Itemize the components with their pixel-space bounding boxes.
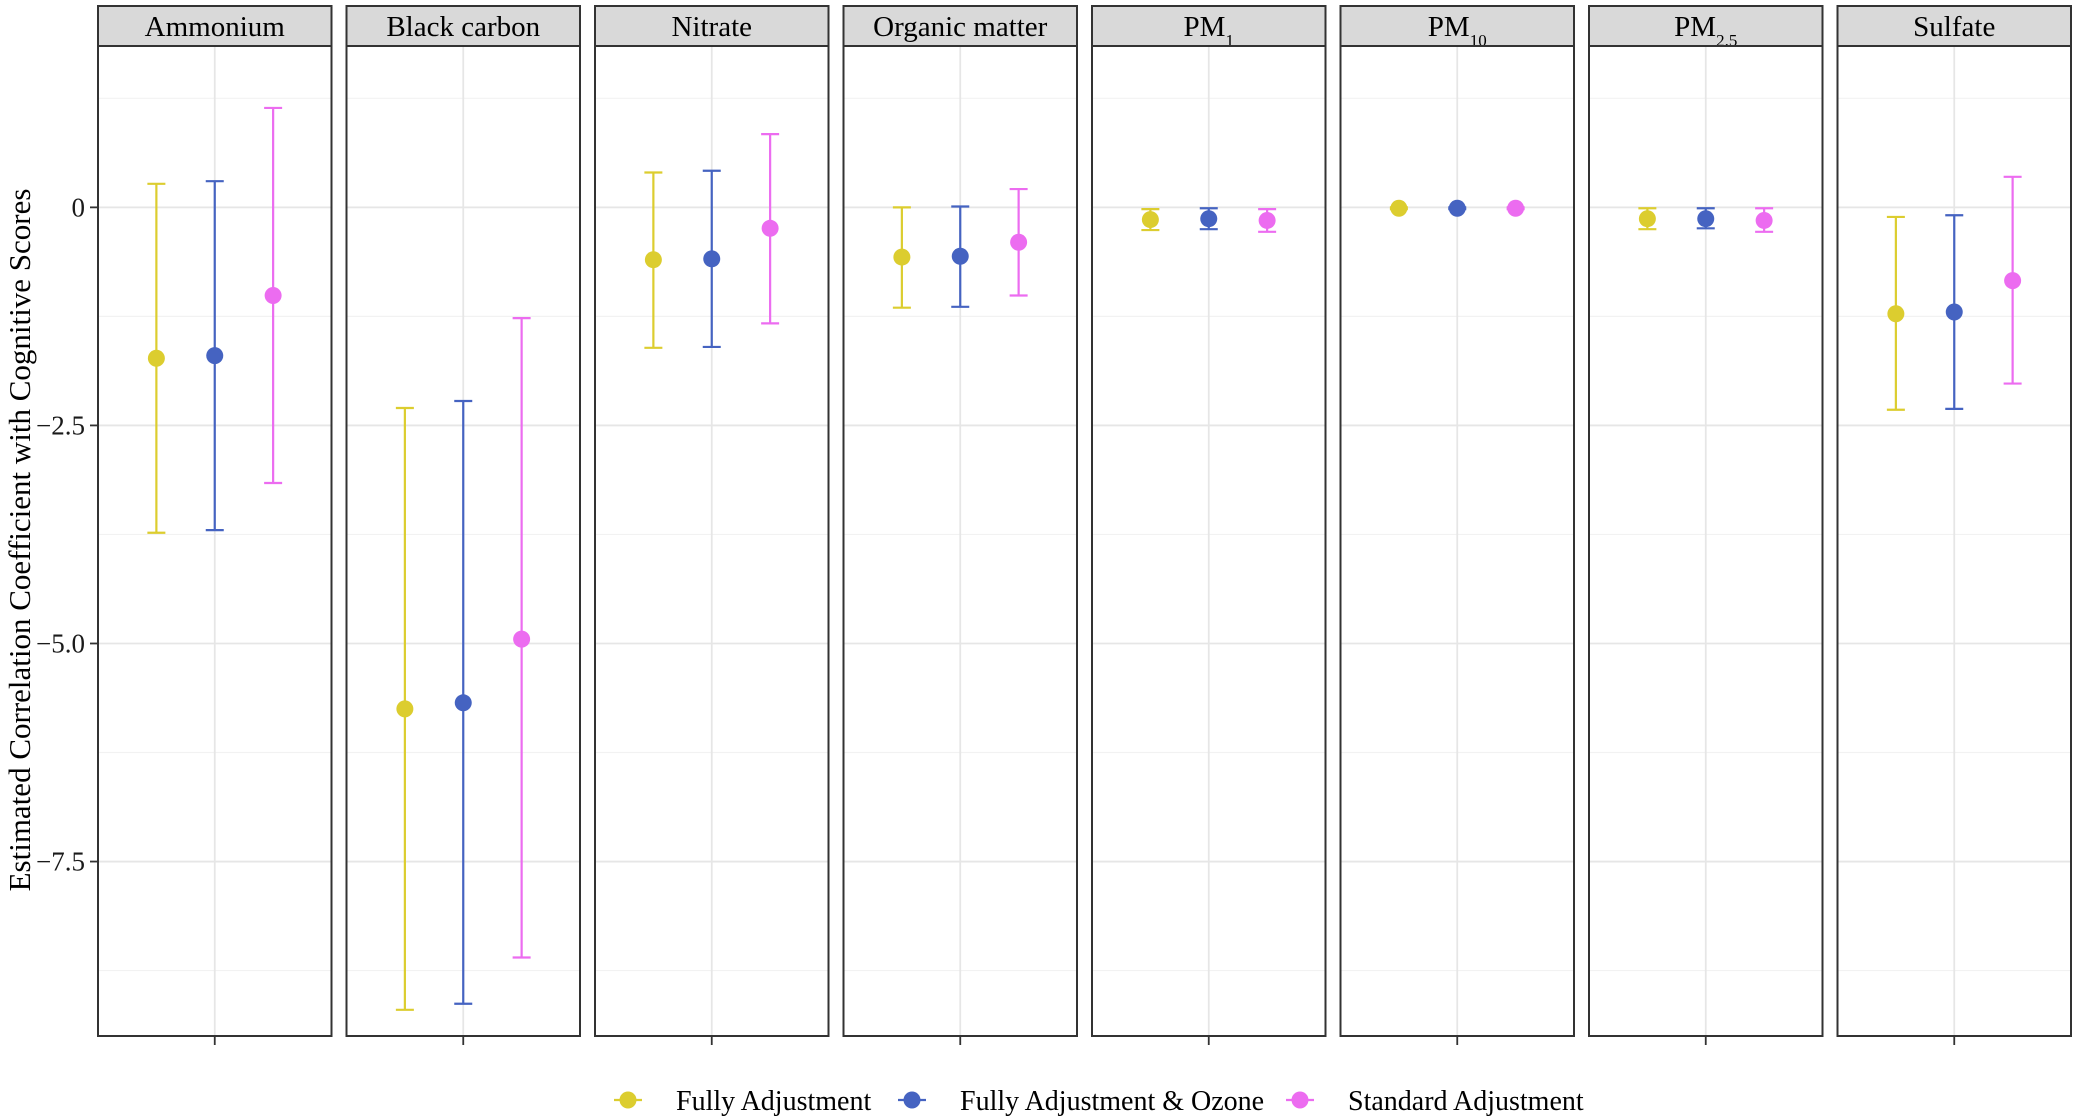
y-axis: 0 −2.5 −5.0 −7.5 (36, 192, 98, 877)
panel-5: PM1 (1091, 5, 1327, 1045)
data-point (147, 349, 165, 367)
strip-header (97, 5, 333, 47)
strip-label: PM1 (1184, 11, 1234, 50)
data-point (703, 250, 721, 268)
data-point (2004, 272, 2022, 290)
panel-1: Ammonium (97, 5, 333, 1045)
panel-3: Nitrate (594, 5, 830, 1045)
data-point (1390, 199, 1408, 217)
panel-7: PM2.5 (1588, 5, 1824, 1045)
panel-8: Sulfate (1836, 5, 2072, 1045)
strip-label: Nitrate (671, 11, 752, 43)
legend-key-point (619, 1091, 637, 1109)
legend-key-point (903, 1091, 921, 1109)
strip-label: Sulfate (1913, 11, 1995, 43)
data-point (396, 700, 414, 718)
y-tick-label: −2.5 (36, 410, 85, 440)
strip-header (1588, 5, 1824, 47)
strip-label: Ammonium (145, 11, 286, 43)
data-point (1887, 305, 1905, 323)
legend: Fully Adjustment Fully Adjustment & Ozone… (614, 1086, 1584, 1117)
y-tick-label: −7.5 (36, 847, 85, 877)
strip-header (1091, 5, 1327, 47)
data-point (1200, 210, 1218, 228)
y-axis-title: Estimated Correlation Coefficient with C… (2, 189, 37, 892)
legend-item: Standard Adjustment (1286, 1086, 1584, 1117)
strip-label: Organic matter (873, 11, 1048, 43)
panel-4: Organic matter (842, 5, 1078, 1045)
strip-header (345, 5, 581, 47)
data-point (1945, 303, 1963, 321)
data-point (1697, 210, 1715, 228)
panel-2: Black carbon (345, 5, 581, 1045)
data-point (761, 219, 779, 237)
legend-label: Fully Adjustment & Ozone (960, 1086, 1264, 1117)
strip-label: Black carbon (386, 11, 540, 43)
data-point (513, 630, 531, 648)
data-point (1638, 210, 1656, 228)
data-point (454, 694, 472, 712)
legend-item: Fully Adjustment (614, 1086, 871, 1117)
data-point (206, 347, 224, 365)
data-point (893, 248, 911, 266)
facet-panels: Ammonium Black carbon Nitrate Organic matte… (97, 5, 2072, 1045)
data-point (1258, 211, 1276, 229)
data-point (1755, 211, 1773, 229)
legend-label: Standard Adjustment (1348, 1086, 1584, 1117)
strip-header (842, 5, 1078, 47)
legend-key-point (1291, 1091, 1309, 1109)
panel-6: PM10 (1339, 5, 1575, 1045)
data-point (644, 251, 662, 269)
y-tick-label: 0 (72, 192, 86, 222)
strip-header (1836, 5, 2072, 47)
legend-label: Fully Adjustment (676, 1086, 871, 1117)
strip-label: PM10 (1428, 11, 1487, 50)
strip-header (594, 5, 830, 47)
data-point (1448, 199, 1466, 217)
data-point (951, 247, 969, 265)
data-point (1507, 199, 1525, 217)
strip-header (1339, 5, 1575, 47)
y-tick-label: −5.0 (36, 628, 85, 658)
data-point (264, 286, 282, 304)
strip-label: PM2.5 (1674, 11, 1737, 50)
data-point (1141, 211, 1159, 229)
data-point (1010, 233, 1028, 251)
legend-item: Fully Adjustment & Ozone (898, 1086, 1264, 1117)
